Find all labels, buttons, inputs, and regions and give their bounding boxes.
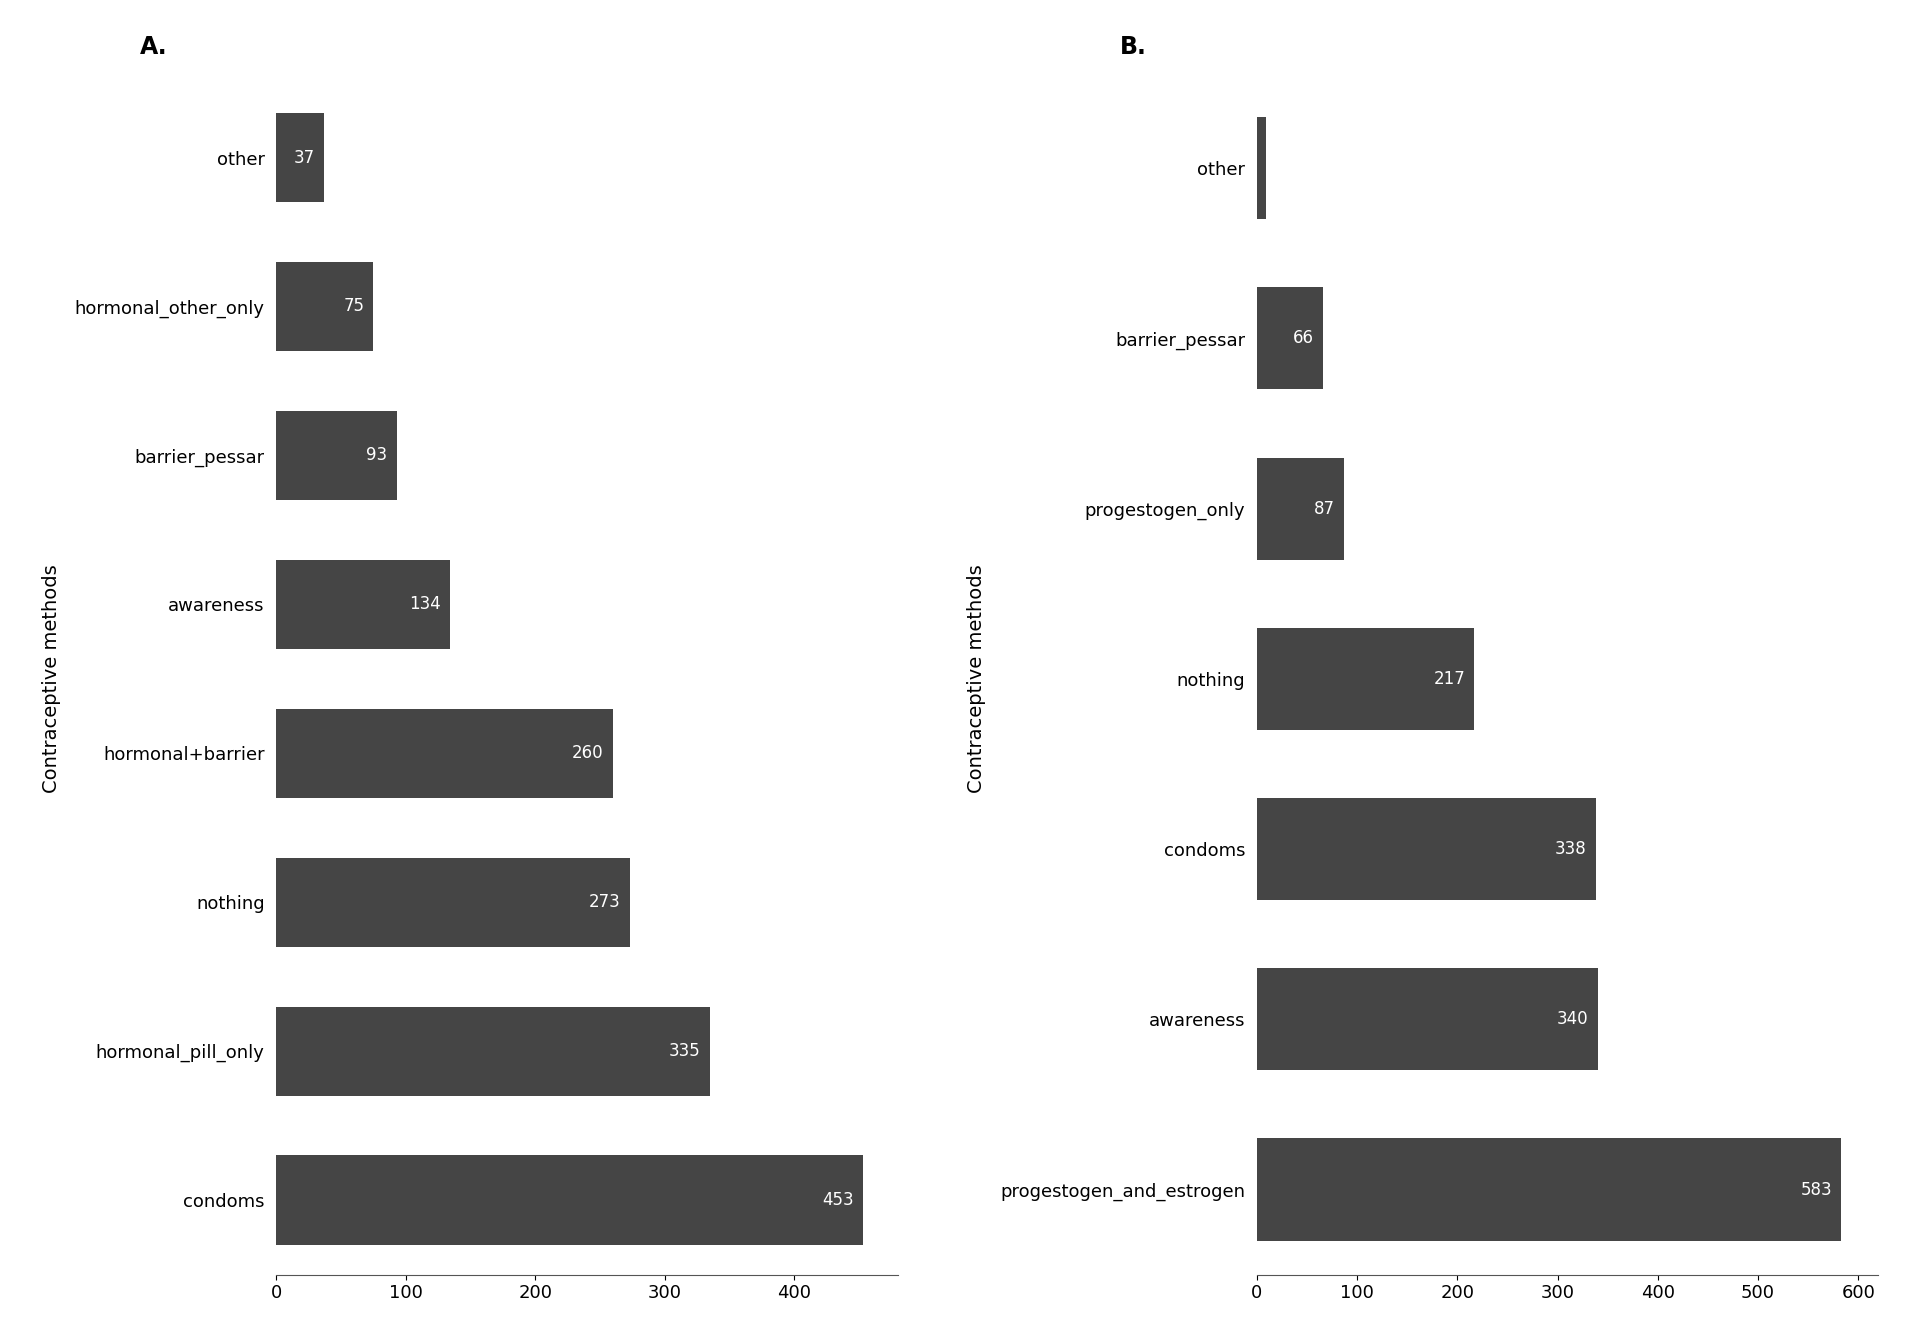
Text: 260: 260 (572, 745, 603, 762)
Text: 217: 217 (1434, 669, 1465, 688)
Bar (1258, 628, 1475, 730)
Text: 340: 340 (1557, 1011, 1588, 1028)
Bar (1258, 968, 1597, 1070)
Bar (1258, 457, 1344, 559)
Bar (276, 559, 449, 649)
Text: 453: 453 (822, 1191, 854, 1210)
Bar (276, 708, 612, 798)
Bar (276, 113, 324, 202)
Text: 93: 93 (367, 446, 388, 465)
Bar (276, 411, 397, 500)
Text: 66: 66 (1292, 329, 1313, 347)
Text: 335: 335 (668, 1042, 701, 1060)
Text: 87: 87 (1313, 500, 1334, 517)
Bar (1258, 1138, 1841, 1241)
Bar (276, 1156, 862, 1245)
Text: 9: 9 (1246, 159, 1256, 177)
Bar (276, 262, 374, 351)
Text: B.: B. (1119, 35, 1146, 59)
Text: 75: 75 (344, 297, 365, 316)
Bar (1258, 117, 1265, 219)
Bar (1258, 798, 1596, 900)
Y-axis label: Contraceptive methods: Contraceptive methods (42, 564, 61, 793)
Text: 273: 273 (589, 894, 620, 911)
Text: 37: 37 (294, 149, 315, 167)
Bar (276, 857, 630, 948)
Text: A.: A. (140, 35, 167, 59)
Text: 338: 338 (1555, 840, 1586, 857)
Bar (1258, 288, 1323, 390)
Text: 583: 583 (1801, 1180, 1832, 1199)
Bar (276, 1007, 710, 1095)
Y-axis label: Contraceptive methods: Contraceptive methods (968, 564, 987, 793)
Text: 134: 134 (409, 595, 440, 613)
